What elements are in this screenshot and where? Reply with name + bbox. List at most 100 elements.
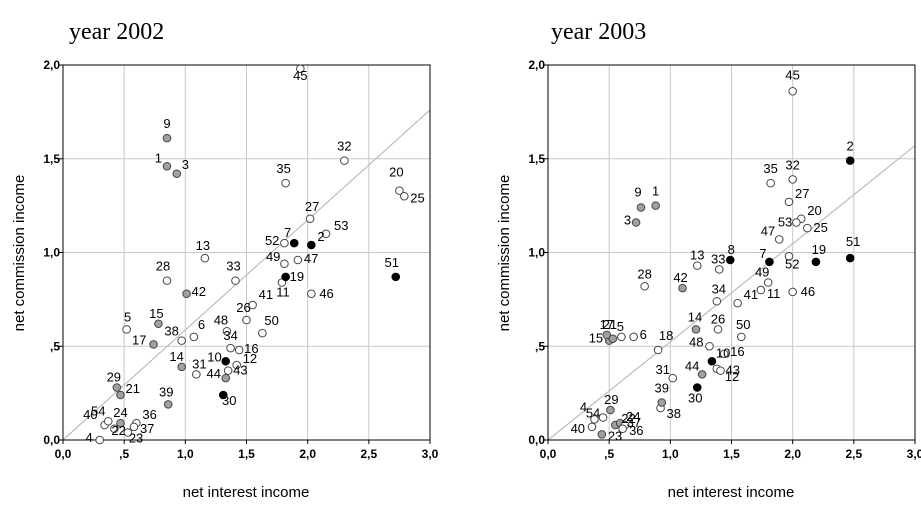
x-tick-label: 3,0 [907, 447, 921, 461]
data-point-label: 14 [169, 349, 183, 364]
data-point-label: 32 [785, 157, 799, 172]
data-point-label: 49 [266, 249, 280, 264]
data-point-33 [714, 265, 724, 274]
data-point-label: 2 [317, 229, 324, 244]
data-point-label: 31 [656, 362, 670, 377]
data-point-28 [162, 276, 172, 285]
data-point-label: 1 [155, 150, 162, 165]
data-point-label: 45 [785, 67, 799, 82]
data-point-34 [226, 343, 235, 353]
data-point-label: 33 [226, 259, 240, 274]
data-point-34 [712, 296, 722, 306]
data-point-label: 44 [206, 366, 220, 381]
data-point-label: 17 [132, 332, 146, 347]
data-point-label: 6 [198, 317, 205, 332]
data-point-label: 27 [305, 199, 319, 214]
y-axis-label: net commission income [496, 175, 513, 332]
data-point-23 [123, 428, 133, 437]
data-point-label: 27 [795, 186, 809, 201]
data-point-label: 43 [725, 363, 739, 378]
data-point-label: 48 [214, 312, 228, 327]
data-point-29 [112, 383, 122, 392]
data-point-13 [200, 253, 210, 263]
data-point-label: 17 [599, 317, 613, 332]
data-point-32 [788, 175, 797, 184]
data-point-label: 10 [207, 349, 221, 364]
x-axis-label: net interest income [668, 484, 795, 501]
data-point-10 [707, 356, 717, 366]
y-axis-label: net commission income [11, 175, 28, 332]
data-point-label: 49 [755, 265, 769, 280]
data-point-42 [678, 283, 687, 293]
data-point-30 [692, 383, 702, 392]
data-point-41 [248, 300, 257, 310]
x-tick-label: 0,0 [55, 447, 72, 461]
data-point-label: 26 [236, 300, 250, 315]
data-point-label: 50 [736, 317, 750, 332]
data-point-44 [221, 373, 231, 383]
data-point-label: 35 [763, 161, 777, 176]
data-point-label: 28 [156, 259, 170, 274]
data-point-label: 51 [846, 234, 860, 249]
data-point-11 [756, 285, 766, 295]
x-tick-label: 2,0 [784, 447, 801, 461]
data-point-25 [803, 223, 812, 233]
data-point-label: 16 [730, 344, 744, 359]
data-point-label: 45 [293, 68, 307, 83]
data-point-label: 38 [164, 324, 178, 339]
data-point-label: 52 [265, 233, 279, 248]
data-point-label: 24 [626, 409, 640, 424]
reference-line [547, 145, 916, 441]
data-point-label: 25 [813, 220, 827, 235]
data-point-4 [590, 415, 599, 424]
data-point-52 [280, 238, 289, 248]
data-point-2 [845, 156, 855, 165]
data-point-label: 22 [111, 423, 125, 438]
data-point-label: 13 [196, 238, 210, 253]
data-point-1 [162, 161, 172, 171]
x-axis-label: net interest income [183, 484, 310, 501]
data-point-6 [629, 332, 638, 342]
data-point-53 [321, 229, 331, 239]
data-point-54 [103, 416, 113, 426]
data-point-35 [766, 178, 775, 188]
x-tick-label: 1,0 [177, 447, 194, 461]
data-point-label: 1 [652, 184, 659, 199]
data-point-8 [725, 255, 735, 265]
x-tick-label: ,5 [604, 447, 614, 461]
data-point-45 [296, 64, 305, 74]
data-point-29 [606, 405, 615, 415]
data-point-label: 39 [159, 384, 173, 399]
data-point-label: 47 [761, 223, 775, 238]
data-point-17 [602, 330, 612, 340]
data-point-3 [172, 169, 182, 179]
data-point-label: 13 [690, 248, 704, 263]
data-point-label: 54 [91, 403, 105, 418]
data-point-46 [788, 287, 797, 297]
y-tick-label: 1,5 [528, 152, 545, 166]
data-point-label: 18 [659, 328, 673, 343]
data-point-41 [733, 298, 742, 308]
data-point-14 [177, 362, 186, 372]
data-point-label: 41 [744, 287, 758, 302]
data-point-label: 29 [107, 370, 121, 385]
data-point-label: 5 [617, 319, 624, 334]
data-point-label: 21 [125, 381, 139, 396]
data-point-label: 33 [711, 251, 725, 266]
data-point-7 [765, 257, 774, 267]
data-point-label: 53 [778, 215, 792, 230]
data-point-label: 12 [243, 351, 257, 366]
data-point-label: 23 [129, 431, 143, 446]
data-point-18 [653, 345, 663, 355]
data-point-35 [281, 178, 290, 188]
data-point-49 [763, 278, 773, 287]
data-point-20 [395, 186, 404, 195]
data-point-label: 8 [728, 242, 735, 257]
data-point-label: 11 [767, 286, 781, 301]
x-tick-label: ,5 [119, 447, 129, 461]
data-point-label: 30 [688, 391, 702, 406]
data-point-47 [774, 235, 784, 244]
y-tick-label: 2,0 [43, 58, 60, 72]
data-point-label: 36 [629, 423, 643, 438]
data-point-37 [618, 424, 627, 434]
